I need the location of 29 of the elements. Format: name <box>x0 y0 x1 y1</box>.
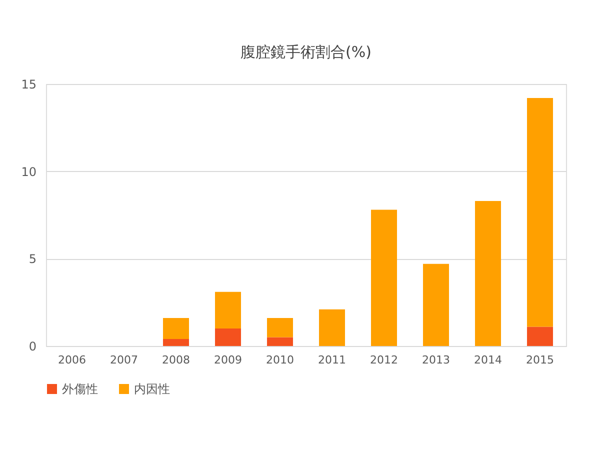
y-tick-label: 10 <box>21 164 36 179</box>
bar <box>267 318 293 338</box>
x-tick-label: 2006 <box>58 354 86 366</box>
chart-title: 腹腔鏡手術割合(%) <box>240 43 372 61</box>
bar <box>163 339 189 346</box>
legend-label: 外傷性 <box>62 382 98 396</box>
bar <box>215 292 241 329</box>
bar <box>527 326 553 346</box>
x-tick-label: 2007 <box>110 354 138 366</box>
x-tick-label: 2014 <box>474 354 502 366</box>
bar <box>423 264 449 346</box>
bar <box>371 210 397 346</box>
x-tick-label: 2013 <box>422 354 450 366</box>
y-tick-label: 5 <box>28 252 36 266</box>
y-tick-label: 15 <box>21 78 36 92</box>
y-tick-label: 0 <box>28 340 36 354</box>
x-tick-label: 2009 <box>214 354 242 366</box>
bar <box>475 201 501 346</box>
bar <box>267 337 293 346</box>
bar <box>527 98 553 327</box>
x-tick-label: 2015 <box>526 354 554 366</box>
x-tick-label: 2010 <box>266 354 294 366</box>
legend-label: 内因性 <box>134 382 170 396</box>
bar <box>163 318 189 340</box>
x-tick-label: 2008 <box>162 354 190 366</box>
x-tick-label: 2011 <box>318 354 346 366</box>
bar <box>215 328 241 346</box>
bar <box>319 309 345 346</box>
x-tick-label: 2012 <box>370 354 398 366</box>
